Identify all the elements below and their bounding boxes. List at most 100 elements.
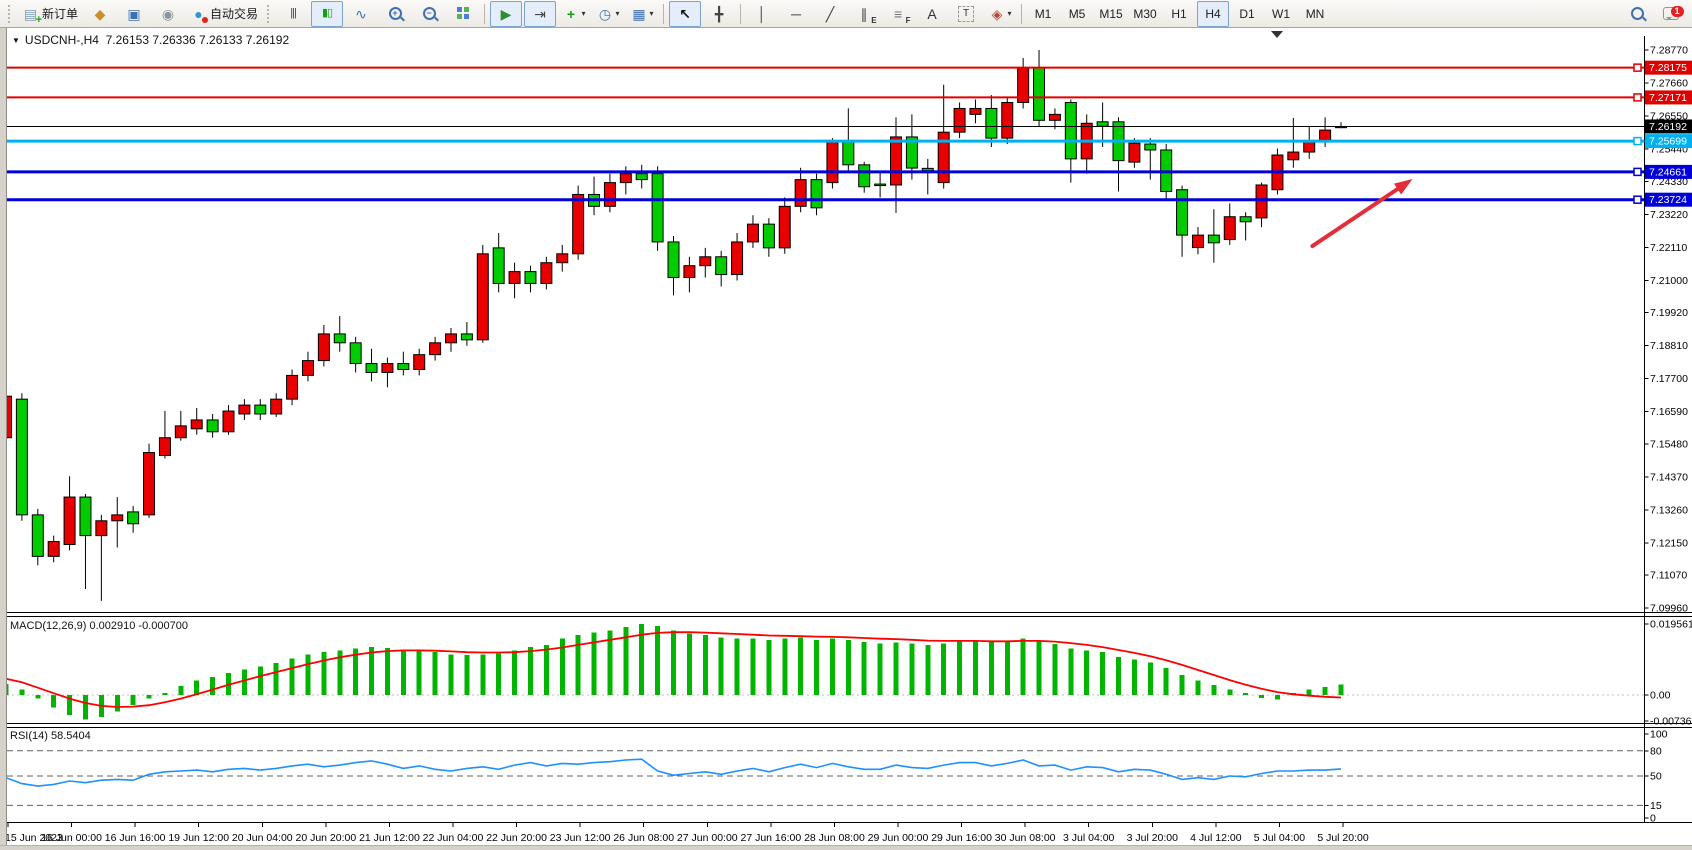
horizontal-line[interactable]: [7, 195, 1645, 204]
svg-text:100: 100: [1650, 729, 1668, 741]
svg-text:7.25699: 7.25699: [1649, 136, 1687, 148]
template-icon: ▦: [632, 5, 646, 22]
svg-text:7.17700: 7.17700: [1650, 373, 1688, 385]
horizontal-line[interactable]: [7, 63, 1645, 72]
horizontal-line[interactable]: [7, 136, 1645, 146]
timeframe-m30[interactable]: M30: [1129, 1, 1161, 27]
chart-title: ▼ USDCNH-,H4 7.26153 7.26336 7.26133 7.26…: [12, 33, 289, 47]
svg-text:5 Jul 20:00: 5 Jul 20:00: [1317, 832, 1369, 844]
zoom-in-button[interactable]: +: [379, 1, 411, 27]
svg-text:7.24661: 7.24661: [1649, 166, 1687, 178]
toolbar: ▤ + 新订单 ◆ ▣ ◉ ● 自动交易 ||| ▮▯ ∿ + − ▶ ⇥ + ▾ ◷ ▾ ▦ ▾ ↖ ╋ │ ─ ╱ ∥ E ≡ F A T…: [0, 0, 1692, 28]
svg-text:7.23220: 7.23220: [1650, 209, 1688, 221]
timeframe-w1[interactable]: W1: [1265, 1, 1297, 27]
dropdown-caret-icon[interactable]: ▾: [581, 9, 586, 18]
svg-text:7.23724: 7.23724: [1649, 194, 1687, 206]
chart-shift-button[interactable]: ⇥: [524, 0, 557, 27]
timeframe-m1-label: M1: [1034, 6, 1052, 21]
chart-dropdown-icon[interactable]: ▼: [12, 36, 20, 45]
trendline-button[interactable]: ╱: [814, 1, 846, 27]
dropdown-caret-icon[interactable]: ▾: [649, 9, 654, 18]
svg-text:29 Jun 16:00: 29 Jun 16:00: [931, 832, 992, 844]
rsi-scale[interactable]: 100 80 50 150: [1644, 729, 1668, 825]
svg-text:7.13260: 7.13260: [1650, 505, 1688, 517]
macd-scale[interactable]: 0.019561 0.00 -0.007367: [1644, 619, 1692, 728]
svg-text:27 Jun 16:00: 27 Jun 16:00: [740, 832, 801, 844]
cursor-icon: ↖: [679, 5, 691, 22]
chart-shift-marker[interactable]: [1271, 31, 1283, 38]
new-order-button-label: 新订单: [42, 7, 79, 21]
timeframe-m15-label: M15: [1099, 6, 1123, 21]
svg-text:7.11070: 7.11070: [1650, 570, 1687, 582]
candlestick-series: [0, 50, 1348, 601]
candlestick-button[interactable]: ▮▯: [311, 0, 344, 27]
tile-windows-icon: [455, 5, 472, 22]
dropdown-caret-icon[interactable]: ▾: [615, 9, 620, 18]
timeframe-h1[interactable]: H1: [1163, 1, 1195, 27]
tile-windows-button[interactable]: [447, 1, 479, 27]
auto-trading-button[interactable]: ● 自动交易: [186, 1, 262, 27]
indicators-icon: +: [566, 5, 576, 22]
chat-button[interactable]: 1: [1655, 1, 1687, 27]
bar-chart-button[interactable]: |||: [277, 1, 309, 27]
svg-text:19 Jun 12:00: 19 Jun 12:00: [168, 832, 229, 844]
svg-text:20 Jun 04:00: 20 Jun 04:00: [232, 832, 293, 844]
toolbar-group: ▤ + 新订单 ◆ ▣ ◉ ● 自动交易: [4, 1, 263, 27]
timeframe-mn[interactable]: MN: [1299, 1, 1331, 27]
text-button[interactable]: A: [916, 1, 948, 27]
auto-trading-icon: ●: [190, 5, 209, 23]
svg-text:7.12150: 7.12150: [1650, 538, 1688, 550]
line-chart-icon: ∿: [355, 5, 367, 22]
toolbar-group: ||| ▮▯ ∿ + −: [263, 0, 480, 27]
toolbar-group: ▶ ⇥ + ▾ ◷ ▾ ▦ ▾: [480, 0, 659, 27]
crosshair-button[interactable]: ╋: [703, 1, 735, 27]
panel-divider[interactable]: [0, 612, 1692, 617]
svg-text:5 Jul 04:00: 5 Jul 04:00: [1254, 832, 1306, 844]
macd-indicator: [3, 623, 1645, 720]
periods-button[interactable]: ◷ ▾: [592, 1, 624, 27]
svg-text:50: 50: [1650, 771, 1662, 783]
signals-button[interactable]: ◉: [152, 1, 184, 27]
vertical-line-button[interactable]: │: [746, 1, 778, 27]
svg-text:16 Jun 00:00: 16 Jun 00:00: [41, 832, 102, 844]
timeframe-d1[interactable]: D1: [1231, 1, 1263, 27]
templates-button[interactable]: ▦ ▾: [626, 1, 658, 27]
fibonacci-button[interactable]: ≡ F: [882, 1, 914, 27]
arrows-button[interactable]: ◈ ▾: [984, 1, 1016, 27]
horizontal-line-button[interactable]: ─: [780, 1, 812, 27]
horizontal-line[interactable]: [7, 167, 1645, 177]
svg-text:30 Jun 08:00: 30 Jun 08:00: [995, 832, 1056, 844]
equidistant-channel-button[interactable]: ∥ E: [848, 1, 880, 27]
svg-text:20 Jun 20:00: 20 Jun 20:00: [295, 832, 356, 844]
auto-scroll-button[interactable]: ▶: [490, 0, 523, 27]
timeframe-m1[interactable]: M1: [1027, 1, 1059, 27]
search-button[interactable]: [1621, 1, 1653, 27]
auto-scroll-icon: ▶: [500, 5, 512, 22]
trend-arrow-annotation[interactable]: [1310, 179, 1413, 249]
panel-divider[interactable]: [0, 723, 1692, 728]
line-chart-button[interactable]: ∿: [345, 1, 377, 27]
macd-signal-line: [5, 631, 1342, 708]
history-center-button[interactable]: ◆: [84, 1, 116, 27]
history-icon: ◆: [94, 5, 106, 22]
indicators-button[interactable]: + ▾: [558, 1, 590, 27]
timeframe-m30-label: M30: [1133, 6, 1157, 21]
timeframe-m5[interactable]: M5: [1061, 1, 1093, 27]
toolbar-group: │ ─ ╱ ∥ E ≡ F A T ◈ ▾: [736, 1, 1017, 27]
text-label-button[interactable]: T: [950, 1, 982, 27]
svg-text:7.27660: 7.27660: [1650, 77, 1688, 89]
svg-text:3 Jul 04:00: 3 Jul 04:00: [1063, 832, 1115, 844]
horizontal-line[interactable]: [7, 93, 1645, 102]
zoom-out-button[interactable]: −: [413, 1, 445, 27]
terminal-button[interactable]: ▣: [118, 1, 150, 27]
price-badge: 7.23724: [1645, 192, 1692, 207]
timeframe-h4[interactable]: H4: [1197, 0, 1230, 27]
svg-text:7.15480: 7.15480: [1650, 439, 1688, 451]
cursor-button[interactable]: ↖: [669, 0, 702, 27]
new-order-button[interactable]: ▤ + 新订单: [18, 1, 82, 27]
timeframe-m15[interactable]: M15: [1095, 1, 1127, 27]
toolbar-group: M1 M5 M15 M30 H1 H4 D1 W1 MN: [1017, 0, 1332, 27]
dropdown-caret-icon[interactable]: ▾: [1007, 9, 1012, 18]
